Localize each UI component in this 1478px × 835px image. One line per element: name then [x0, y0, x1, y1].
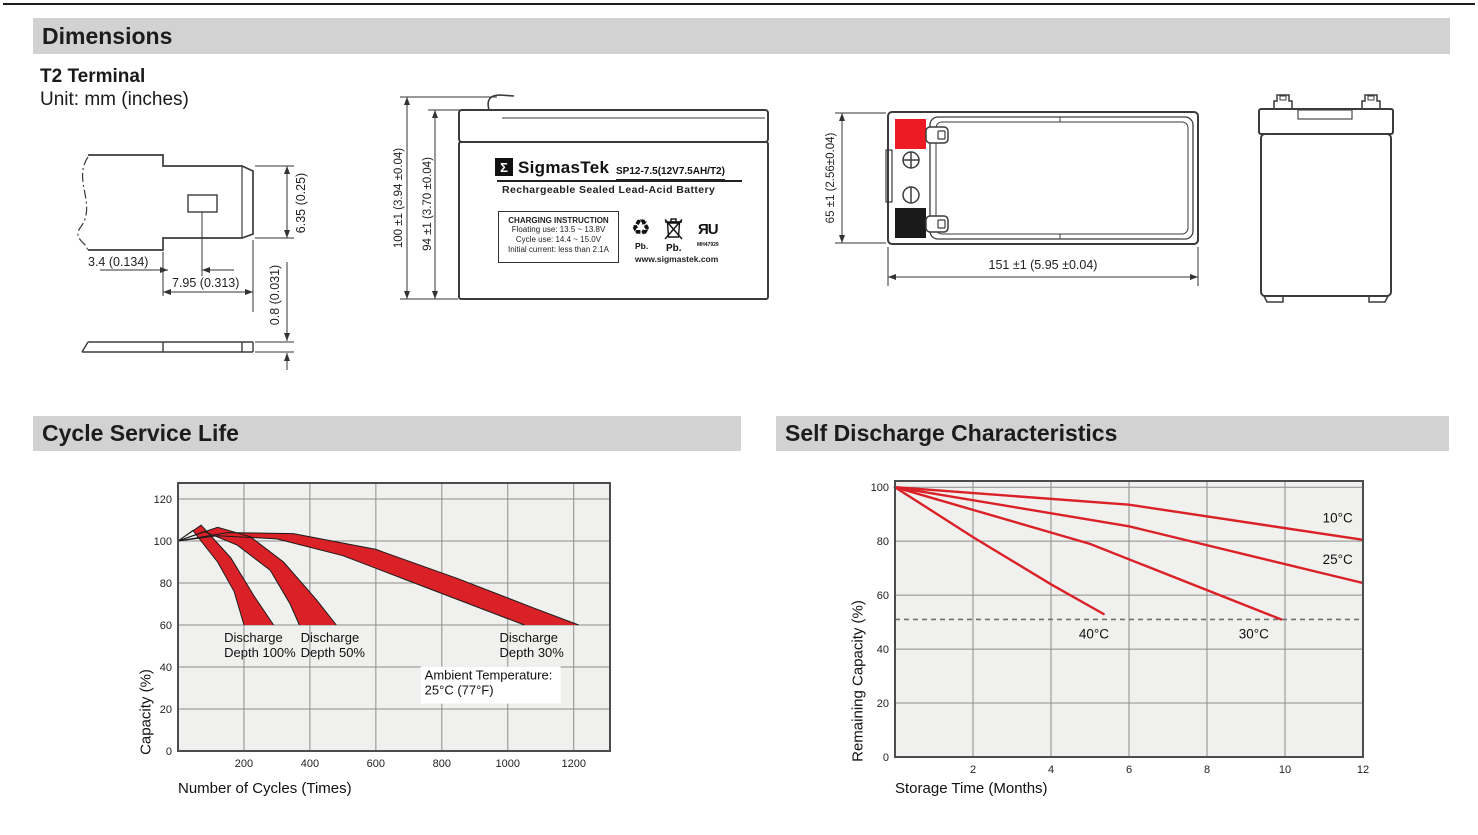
svg-text:Discharge: Discharge	[224, 630, 283, 645]
svg-text:25°C (77°F): 25°C (77°F)	[425, 683, 494, 698]
svg-text:40°C: 40°C	[1079, 626, 1109, 641]
dim-tab-offset: 3.4 (0.134)	[88, 255, 149, 269]
plus-screw-icon	[902, 151, 920, 169]
minus-screw-icon	[902, 186, 920, 204]
dim-height-top-view: 65 ±1 (2.56±0.04)	[825, 132, 837, 224]
top-dimension-lines	[835, 112, 1199, 286]
sigma-logo: Σ	[495, 158, 513, 176]
cycle-service-life-chart: 200 400 600 800 1000 1200 0 20 40 60 80 100 120 Disch…	[154, 482, 611, 770]
self-xlabel: Storage Time (Months)	[895, 780, 1048, 797]
label-divider	[497, 180, 742, 182]
section-title-cycle: Cycle Service Life	[42, 420, 239, 446]
ul-file-number: MH47929	[697, 242, 719, 248]
charging-instruction-box: CHARGING INSTRUCTION Floating use: 13.5 …	[498, 211, 619, 263]
svg-text:4: 4	[1048, 764, 1054, 776]
self-ylabel: Remaining Capacity (%)	[849, 600, 867, 762]
dim-length-top-view: 151 ±1 (5.95 ±0.04)	[988, 258, 1098, 272]
terminal-type-heading: T2 Terminal	[40, 66, 146, 87]
svg-text:Depth 100%: Depth 100%	[224, 645, 296, 660]
svg-text:40: 40	[877, 644, 889, 656]
svg-text:60: 60	[160, 620, 172, 632]
charging-line-floating: Floating use: 13.5 ~ 13.8V	[511, 225, 606, 234]
cycle-ylabel: Capacity (%)	[137, 669, 155, 755]
svg-text:800: 800	[433, 758, 451, 770]
svg-text:80: 80	[877, 536, 889, 548]
battery-front-view-drawing	[400, 94, 769, 300]
svg-text:6: 6	[1126, 764, 1132, 776]
svg-text:40: 40	[160, 662, 172, 674]
self-discharge-chart: 2 4 6 8 10 12 0 20 40 60 80 100 10°C 25°C 30°C 40°C	[871, 480, 1369, 776]
front-dimension-lines	[400, 96, 497, 300]
svg-text:Discharge: Discharge	[301, 630, 360, 645]
battery-subtitle: Rechargeable Sealed Lead-Acid Battery	[502, 184, 716, 196]
svg-text:80: 80	[160, 578, 172, 590]
website-url: www.sigmastek.com	[635, 254, 719, 264]
crossed-bin-pb-icon	[664, 218, 683, 240]
terminal-tab-front	[487, 94, 515, 111]
positive-faston-tab	[925, 126, 949, 144]
sigma-glyph: Σ	[500, 159, 508, 175]
svg-text:8: 8	[1204, 764, 1210, 776]
svg-text:20: 20	[877, 698, 889, 710]
svg-text:120: 120	[154, 494, 172, 506]
svg-text:60: 60	[877, 590, 889, 602]
svg-text:10: 10	[1279, 764, 1291, 776]
svg-text:Discharge: Discharge	[500, 630, 559, 645]
charging-line-cycle: Cycle use: 14.4 ~ 15.0V	[515, 235, 602, 244]
svg-text:12: 12	[1357, 764, 1369, 776]
svg-text:20: 20	[160, 704, 172, 716]
model-number: SP12-7.5(12V7.5AH/T2)	[616, 166, 725, 180]
section-title-dimensions: Dimensions	[42, 22, 173, 49]
terminal-profile-drawing	[77, 154, 294, 370]
pb-recycle-label: Pb.	[635, 241, 649, 251]
svg-text:100: 100	[154, 536, 172, 548]
pb-trash-label: Pb.	[666, 243, 682, 254]
charging-line-initial: Initial current: less than 2.1A	[508, 245, 609, 254]
section-title-self-discharge: Self Discharge Characteristics	[785, 420, 1118, 446]
negative-faston-tab	[925, 215, 949, 233]
unit-note: Unit: mm (inches)	[40, 89, 189, 110]
battery-end-view-drawing	[1258, 94, 1394, 303]
cycle-xlabel: Number of Cycles (Times)	[178, 780, 352, 797]
svg-text:30°C: 30°C	[1239, 626, 1269, 641]
svg-text:1200: 1200	[561, 758, 585, 770]
battery-top-outline	[885, 111, 1199, 245]
svg-text:2: 2	[970, 764, 976, 776]
dim-case-height: 94 ±1 (3.70 ±0.04)	[422, 157, 434, 251]
dim-tab-height: 6.35 (0.25)	[294, 172, 308, 234]
negative-terminal-block	[895, 208, 926, 238]
svg-text:0: 0	[883, 752, 889, 764]
section-header-self-discharge: Self Discharge Characteristics	[776, 416, 1449, 451]
svg-text:200: 200	[235, 758, 253, 770]
svg-text:Depth 50%: Depth 50%	[301, 645, 366, 660]
svg-text:Depth 30%: Depth 30%	[500, 645, 565, 660]
section-header-dimensions: Dimensions	[33, 18, 1450, 54]
battery-front-outline	[458, 94, 769, 300]
svg-text:100: 100	[871, 482, 889, 494]
dim-total-height: 100 ±1 (3.94 ±0.04)	[393, 147, 405, 249]
terminal-dimension-lines	[100, 165, 294, 370]
top-divider	[3, 3, 1475, 5]
section-header-cycle: Cycle Service Life	[33, 416, 741, 451]
svg-text:10°C: 10°C	[1323, 510, 1353, 525]
recycle-pb-icon: ♻	[631, 215, 651, 240]
svg-text:0: 0	[166, 746, 172, 758]
dim-tab-thickness: 0.8 (0.031)	[268, 264, 282, 326]
terminal-profile-outline	[77, 154, 254, 353]
svg-text:1000: 1000	[496, 758, 520, 770]
battery-end-outline	[1258, 94, 1394, 303]
svg-text:400: 400	[301, 758, 319, 770]
svg-text:600: 600	[367, 758, 385, 770]
brand-name: SigmasTek	[518, 158, 610, 177]
positive-terminal-block	[895, 119, 926, 149]
ul-mark-icon: ЯU	[698, 221, 719, 238]
dim-tab-width: 7.95 (0.313)	[172, 276, 240, 290]
battery-top-view-drawing	[835, 111, 1199, 286]
svg-text:25°C: 25°C	[1323, 552, 1353, 567]
svg-text:Ambient Temperature:: Ambient Temperature:	[425, 668, 553, 683]
charging-title: CHARGING INSTRUCTION	[508, 216, 609, 225]
